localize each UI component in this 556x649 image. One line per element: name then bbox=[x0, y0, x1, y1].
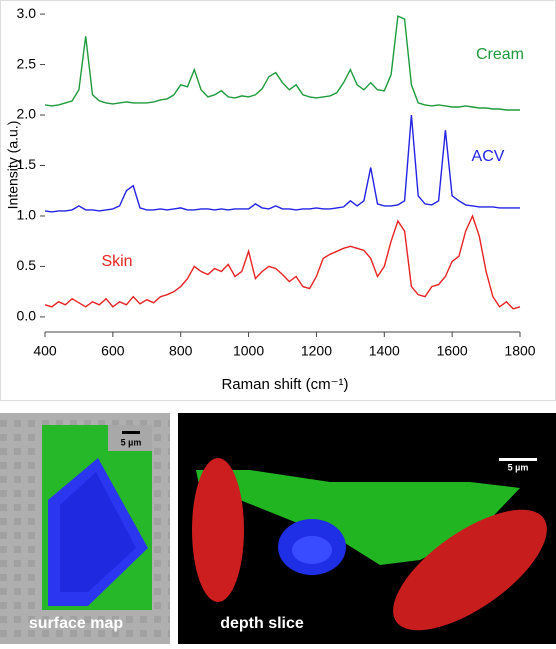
series-label: Cream bbox=[476, 46, 524, 63]
x-tick-label: 600 bbox=[101, 343, 125, 359]
x-tick-label: 1400 bbox=[369, 343, 400, 359]
y-tick-label: 0.5 bbox=[17, 257, 37, 273]
series-line bbox=[44, 214, 521, 310]
y-tick-label: 1.0 bbox=[17, 207, 37, 223]
y-tick-label: 1.5 bbox=[17, 156, 37, 172]
x-tick-label: 1200 bbox=[301, 343, 332, 359]
y-axis-title: Intensity (a.u.) bbox=[5, 121, 21, 210]
series-line bbox=[44, 114, 520, 213]
y-tick-label: 2.0 bbox=[17, 106, 37, 122]
image-label: depth slice bbox=[220, 615, 304, 632]
depth-slice-image bbox=[178, 413, 556, 644]
x-tick-label: 1600 bbox=[437, 343, 468, 359]
y-tick-label: 0.0 bbox=[17, 308, 37, 324]
series-line bbox=[44, 15, 520, 111]
scale-bar-label: 5 µm bbox=[508, 462, 529, 472]
series-label: ACV bbox=[472, 148, 505, 165]
x-tick-label: 1800 bbox=[504, 343, 535, 359]
scale-bar-label: 5 µm bbox=[121, 437, 142, 447]
y-tick-label: 3.0 bbox=[17, 5, 37, 21]
y-tick-label: 2.5 bbox=[17, 55, 37, 71]
x-axis-title: Raman shift (cm⁻¹) bbox=[221, 376, 348, 393]
x-tick-label: 400 bbox=[33, 343, 57, 359]
image-label: surface map bbox=[29, 615, 123, 632]
surface-map-image bbox=[0, 413, 170, 644]
x-tick-label: 800 bbox=[169, 343, 193, 359]
x-tick-label: 1000 bbox=[233, 343, 264, 359]
series-label: Skin bbox=[101, 253, 132, 270]
chart-frame bbox=[0, 0, 556, 401]
